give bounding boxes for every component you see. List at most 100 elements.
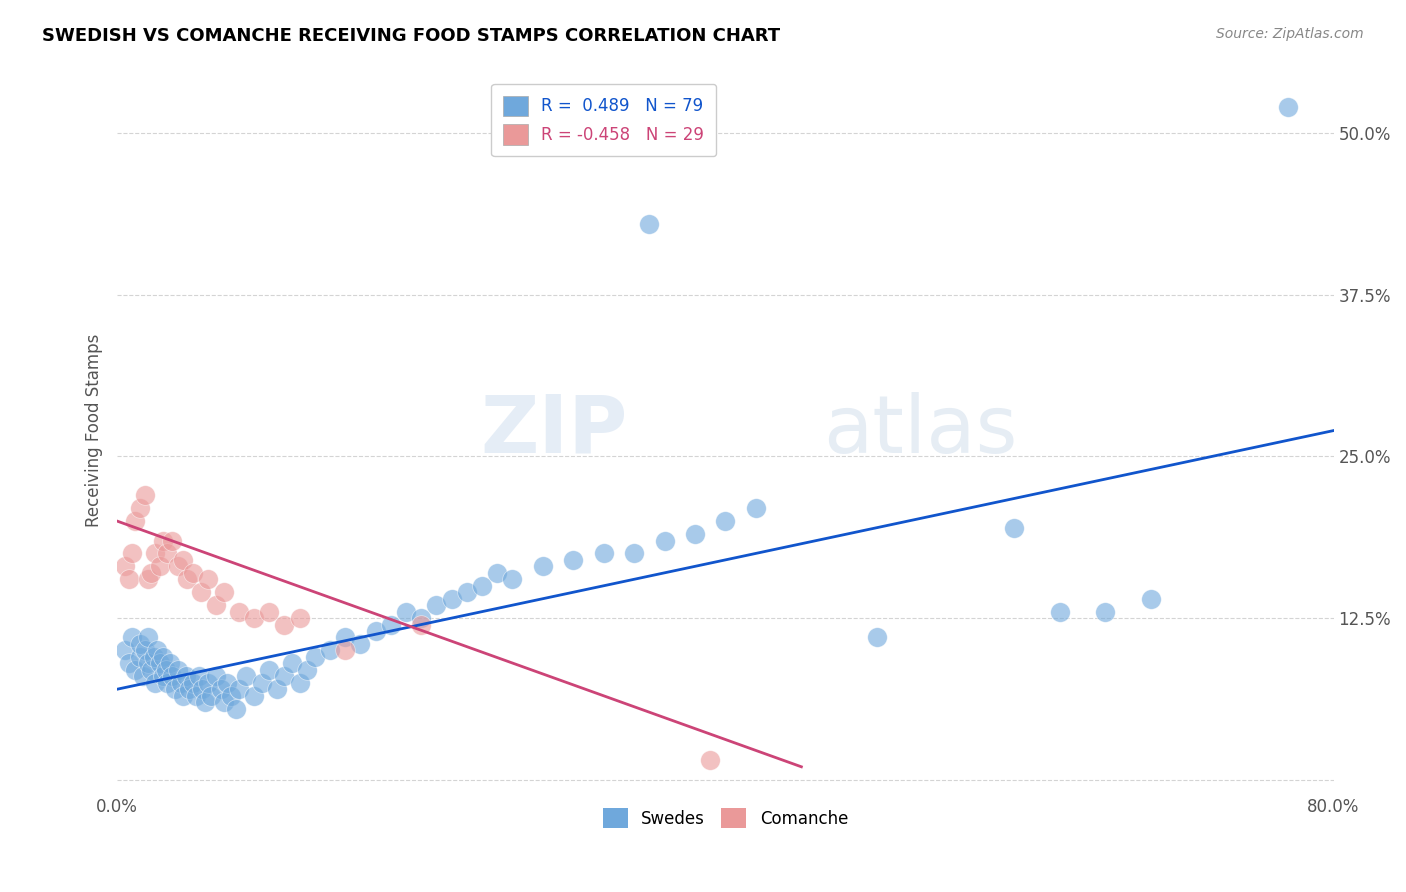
Point [714, 514, 737, 528]
Point [228, 605, 250, 619]
Point [174, 669, 197, 683]
Point [167, 559, 190, 574]
Point [139, 663, 162, 677]
Point [124, 663, 146, 677]
Point [156, 546, 179, 560]
Point [152, 649, 174, 664]
Point [456, 585, 478, 599]
Point [163, 682, 186, 697]
Point [745, 501, 768, 516]
Point [118, 657, 141, 671]
Point [205, 669, 228, 683]
Point [134, 488, 156, 502]
Point [129, 501, 152, 516]
Point [1002, 520, 1025, 534]
Point [159, 657, 181, 671]
Point [592, 546, 614, 560]
Point [136, 631, 159, 645]
Text: Source: ZipAtlas.com: Source: ZipAtlas.com [1216, 27, 1364, 41]
Point [1277, 100, 1299, 114]
Point [531, 559, 554, 574]
Point [235, 669, 257, 683]
Point [395, 605, 418, 619]
Point [134, 643, 156, 657]
Point [172, 553, 194, 567]
Point [160, 669, 183, 683]
Point [266, 682, 288, 697]
Point [114, 643, 136, 657]
Point [145, 643, 167, 657]
Point [250, 675, 273, 690]
Point [143, 675, 166, 690]
Point [1049, 605, 1071, 619]
Point [155, 663, 177, 677]
Point [160, 533, 183, 548]
Point [288, 611, 311, 625]
Point [209, 682, 232, 697]
Point [152, 533, 174, 548]
Point [197, 675, 219, 690]
Point [200, 689, 222, 703]
Point [139, 566, 162, 580]
Point [186, 689, 208, 703]
Point [136, 572, 159, 586]
Text: SWEDISH VS COMANCHE RECEIVING FOOD STAMPS CORRELATION CHART: SWEDISH VS COMANCHE RECEIVING FOOD STAMP… [42, 27, 780, 45]
Point [1094, 605, 1116, 619]
Point [502, 572, 524, 586]
Point [486, 566, 509, 580]
Point [121, 631, 143, 645]
Point [194, 695, 217, 709]
Point [167, 663, 190, 677]
Point [243, 689, 266, 703]
Point [335, 631, 357, 645]
Point [181, 566, 204, 580]
Point [197, 572, 219, 586]
Point [170, 675, 193, 690]
Point [319, 643, 342, 657]
Point [257, 605, 280, 619]
Point [440, 591, 463, 606]
Point [215, 675, 238, 690]
Point [364, 624, 387, 638]
Point [136, 657, 159, 671]
Point [866, 631, 889, 645]
Point [172, 689, 194, 703]
Point [411, 611, 433, 625]
Point [623, 546, 645, 560]
Point [176, 572, 198, 586]
Point [654, 533, 676, 548]
Point [471, 579, 494, 593]
Point [288, 675, 311, 690]
Point [129, 649, 152, 664]
Point [273, 669, 295, 683]
Point [228, 682, 250, 697]
Point [243, 611, 266, 625]
Point [205, 598, 228, 612]
Y-axis label: Receiving Food Stamps: Receiving Food Stamps [86, 334, 103, 527]
Point [212, 585, 235, 599]
Point [638, 217, 661, 231]
Point [425, 598, 447, 612]
Point [142, 649, 165, 664]
Legend: Swedes, Comanche: Swedes, Comanche [596, 801, 855, 835]
Point [225, 701, 247, 715]
Point [149, 657, 172, 671]
Point [188, 669, 211, 683]
Point [273, 617, 295, 632]
Point [156, 675, 179, 690]
Point [118, 572, 141, 586]
Point [304, 649, 326, 664]
Point [114, 559, 136, 574]
Point [149, 559, 172, 574]
Point [380, 617, 402, 632]
Point [143, 546, 166, 560]
Point [562, 553, 585, 567]
Point [257, 663, 280, 677]
Point [349, 637, 371, 651]
Point [132, 669, 155, 683]
Point [190, 585, 212, 599]
Text: atlas: atlas [823, 392, 1017, 469]
Point [124, 514, 146, 528]
Point [281, 657, 304, 671]
Point [411, 617, 433, 632]
